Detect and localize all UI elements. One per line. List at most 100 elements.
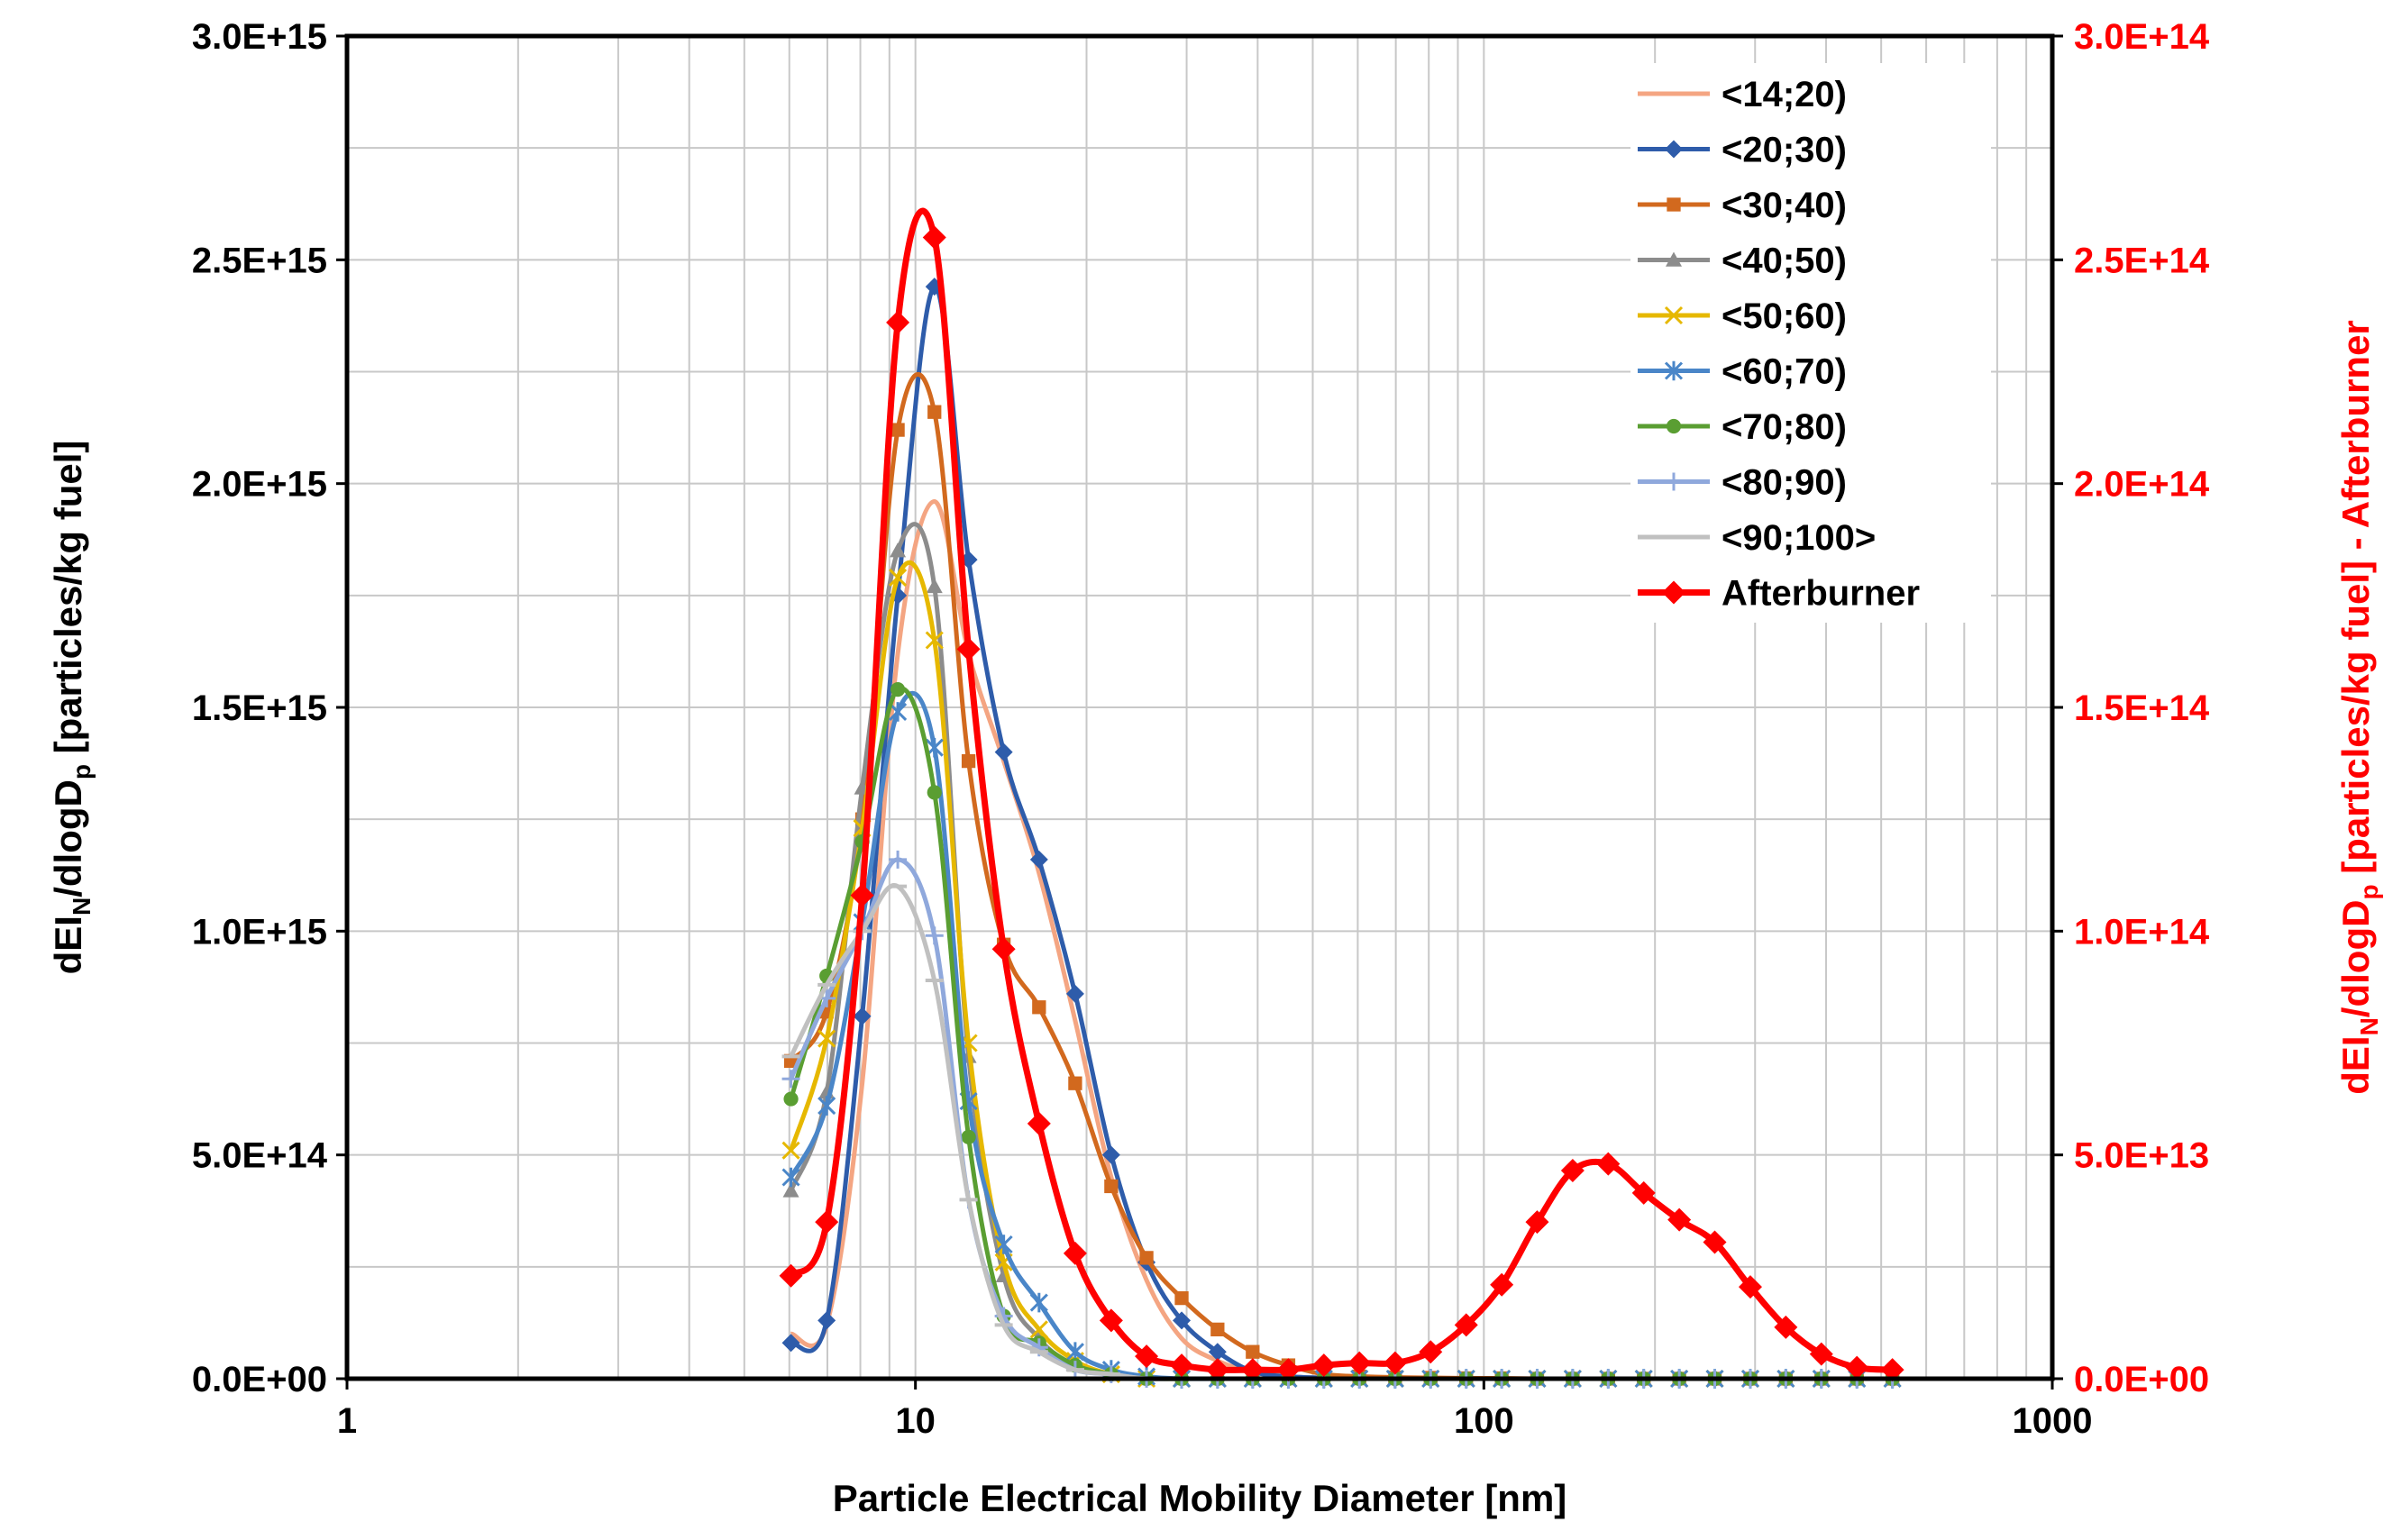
legend-label: <70;80) (1722, 407, 1847, 447)
data-point (1383, 1351, 1407, 1375)
y-title-sub2: p (68, 764, 96, 779)
data-point (781, 1070, 800, 1089)
data-point (1738, 1275, 1762, 1299)
y2-tick-label: 1.5E+14 (2074, 688, 2210, 728)
data-point (956, 637, 981, 661)
data-point (927, 405, 942, 419)
y2-tick-label: 2.5E+14 (2074, 241, 2210, 280)
data-point (961, 1129, 976, 1144)
data-point (781, 1334, 800, 1353)
data-point (1560, 1159, 1585, 1183)
data-point (922, 225, 946, 250)
data-point (889, 850, 908, 869)
y2-title-sub1: N (2355, 1017, 2383, 1035)
legend-swatch-marker (1664, 360, 1684, 381)
data-point (1490, 1272, 1514, 1297)
y2-tick-label: 3.0E+14 (2074, 17, 2210, 57)
y2-axis-title: dEIN/dlogDp [particles/kg fuel] - Afterb… (2334, 320, 2383, 1095)
data-point (781, 1167, 800, 1188)
y-tick-label: 5.0E+14 (192, 1136, 328, 1176)
data-point (961, 753, 976, 769)
data-point (1205, 1358, 1229, 1382)
data-point (850, 883, 874, 907)
data-point (890, 423, 905, 437)
y2-title-mid: /dlogD (2334, 900, 2377, 1018)
legend-item: <70;80) (1638, 407, 1847, 447)
data-point (1029, 850, 1048, 869)
y2-tick-label: 2.0E+14 (2074, 465, 2210, 505)
legend-label: Afterburner (1722, 574, 1920, 614)
data-point (1099, 1308, 1123, 1333)
data-point (1525, 1210, 1549, 1235)
legend-label: <30;40) (1722, 186, 1847, 225)
y-tick-label: 3.0E+15 (192, 17, 327, 57)
data-point (1419, 1340, 1443, 1364)
x-axis-title: Particle Electrical Mobility Diameter [n… (833, 1477, 1567, 1519)
data-point (1311, 1353, 1336, 1378)
data-point (1101, 1145, 1120, 1164)
data-point (1104, 1179, 1119, 1194)
data-point (890, 542, 907, 558)
data-point (1063, 1241, 1087, 1265)
data-point (1347, 1351, 1372, 1375)
y2-title-sub2: p (2355, 884, 2383, 899)
legend-swatch-marker (1666, 418, 1682, 434)
y-tick-label: 1.5E+15 (192, 688, 327, 728)
legend-swatch-marker (1667, 197, 1681, 212)
x-tick-label: 1 (337, 1401, 357, 1441)
y-tick-label: 2.5E+15 (192, 241, 327, 280)
data-point (1135, 1344, 1159, 1369)
legend-background (1630, 63, 1991, 623)
data-point (991, 937, 1016, 961)
legend-label: <14;20) (1722, 75, 1847, 114)
data-point (1454, 1313, 1478, 1337)
data-point (781, 1141, 800, 1160)
data-point (1027, 1111, 1051, 1135)
data-point (927, 785, 942, 800)
data-point (926, 578, 943, 594)
data-point (994, 743, 1013, 761)
y-tick-label: 2.0E+15 (192, 465, 327, 505)
y-tick-label: 0.0E+00 (192, 1360, 327, 1399)
legend-item: <20;30) (1638, 131, 1847, 170)
data-point (1173, 1311, 1192, 1330)
data-point (1208, 1343, 1227, 1362)
y2-tick-label: 5.0E+13 (2074, 1136, 2209, 1176)
grid-layer (347, 36, 2052, 1379)
data-point (853, 1007, 872, 1025)
data-point (889, 568, 908, 588)
legend-swatch-marker (1664, 305, 1684, 325)
data-point (1240, 1358, 1265, 1382)
y-axis-title: dEIN/dlogDp [particles/kg fuel] (47, 441, 96, 975)
legend-item: Afterburner (1638, 574, 1920, 614)
data-point (1809, 1342, 1833, 1366)
legend: <14;20) <20;30) <30;40) <40;50) <50;60) <60;7… (1630, 63, 1991, 623)
data-point (1845, 1355, 1869, 1380)
legend-item: <80;90) (1638, 463, 1847, 503)
legend-label: <80;90) (1722, 463, 1847, 503)
data-point (925, 631, 944, 650)
legend-item: <60;70) (1638, 352, 1847, 392)
y2-tick-label: 1.0E+14 (2074, 912, 2210, 952)
legend-label: <90;100> (1722, 518, 1876, 558)
legend-item: <50;60) (1638, 296, 1847, 336)
x-tick-label: 100 (1454, 1401, 1514, 1441)
data-point (817, 1096, 836, 1116)
legend-label: <40;50) (1722, 241, 1847, 281)
data-point (1596, 1152, 1621, 1176)
data-point (925, 926, 944, 945)
legend-swatch-marker (1665, 472, 1683, 491)
data-point (782, 1182, 799, 1198)
legend-label: <20;30) (1722, 131, 1847, 170)
y2-title-post: [particles/kg fuel] - Afterburner (2334, 320, 2377, 884)
legend-swatch-marker (1666, 251, 1682, 267)
data-point (1246, 1344, 1260, 1359)
tick-layer: 0.0E+00 5.0E+14 1.0E+15 1.5E+15 2.0E+15 2.5E+… (192, 17, 2210, 1441)
data-point (890, 682, 906, 697)
y2-title-pre: dEI (2334, 1035, 2377, 1094)
legend-item: <40;50) (1638, 241, 1847, 281)
series-line (788, 207, 1893, 1373)
y-title-mid: /dlogD (47, 779, 89, 898)
